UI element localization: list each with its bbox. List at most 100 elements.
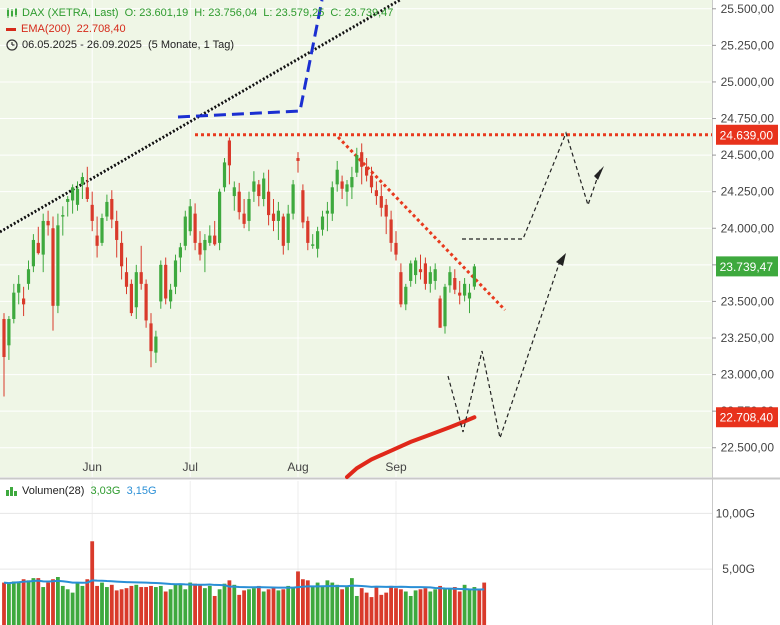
volume-bar <box>203 588 207 625</box>
candle-body <box>124 272 129 287</box>
candle-body <box>374 190 378 197</box>
volume-bar <box>335 584 340 625</box>
candle-body <box>51 228 55 306</box>
candle-body <box>12 292 16 319</box>
legend-close-label: C: <box>330 7 342 19</box>
volume-tick-label: 5,00G <box>722 562 755 576</box>
price-tick-label: 25.250,00 <box>721 38 775 52</box>
volume-bar <box>134 584 139 625</box>
price-tick-label: 24.000,00 <box>721 221 775 235</box>
volume-bar <box>7 583 11 625</box>
candle-body <box>345 184 349 192</box>
projection-bullish-path <box>462 131 601 240</box>
candle-body <box>311 244 315 246</box>
legend-open-label: O: <box>124 7 137 19</box>
volume-bar <box>227 580 232 625</box>
candle-body <box>394 242 398 255</box>
volume-bar <box>129 585 134 625</box>
volume-bar <box>310 585 315 625</box>
legend-close: 23.739,47 <box>344 7 394 19</box>
candle-body <box>22 298 26 305</box>
descending-trendline <box>336 135 507 312</box>
volume-bar <box>271 588 276 625</box>
volume-bar <box>301 579 305 625</box>
candle-body <box>276 210 280 221</box>
volume-bar <box>242 590 246 625</box>
volume-bar <box>207 585 212 625</box>
long-trendline-black <box>0 0 401 234</box>
candle-body <box>306 220 310 243</box>
volume-bar <box>139 587 144 625</box>
candle-body <box>149 323 153 352</box>
price-tick-label: 23.500,00 <box>721 294 775 308</box>
price-tick-label: 23.250,00 <box>721 331 775 345</box>
candle-body <box>203 239 207 251</box>
candle-body <box>384 204 388 217</box>
volume-bar <box>36 578 41 625</box>
price-tick-label: 24.750,00 <box>721 112 775 126</box>
blue-dashed-trendline <box>177 0 324 119</box>
volume-bar <box>60 585 65 625</box>
volume-bar <box>374 587 379 625</box>
volume-legend-label: Volumen(28) <box>22 485 85 497</box>
candle-body <box>36 242 40 254</box>
candle-body <box>414 260 418 276</box>
volume-bar <box>70 592 75 625</box>
candle-body <box>56 225 60 306</box>
volume-bar <box>144 587 148 625</box>
volume-bar <box>462 584 467 625</box>
date-tick-label: Sep <box>385 460 407 474</box>
volume-bar <box>261 591 266 625</box>
volume-bar <box>11 581 16 625</box>
volume-bar <box>345 587 349 625</box>
legend-ema-value: 22.708,40 <box>76 23 126 35</box>
candle-body <box>418 269 423 273</box>
candle-body <box>120 242 124 267</box>
legend-ema-row: EMA(200) 22.708,40 <box>6 21 393 37</box>
candle-body <box>75 188 80 205</box>
candle-body <box>330 187 334 214</box>
volume-bar <box>65 589 70 625</box>
candle-body <box>340 181 344 189</box>
volume-bar <box>379 594 384 625</box>
volume-bar <box>105 587 109 625</box>
volume-bar <box>16 581 21 625</box>
volume-bar <box>438 585 442 625</box>
candle-body <box>316 231 320 249</box>
candle-body <box>90 204 94 221</box>
candle-body <box>115 220 119 240</box>
candle-body <box>7 318 11 346</box>
candle-body <box>325 210 329 214</box>
volume-bar <box>75 582 80 625</box>
volume-bar <box>433 589 438 625</box>
candle-body <box>17 283 21 293</box>
candle-body <box>291 184 295 214</box>
candle-body <box>2 318 6 358</box>
legend-period: (5 Monate, 1 Tag) <box>148 39 235 51</box>
candle-body <box>183 216 187 246</box>
candle-body <box>198 242 202 255</box>
candle-body <box>296 158 300 161</box>
legend-low: 23.579,25 <box>275 7 325 19</box>
candle-body <box>237 191 241 213</box>
volume-legend-v1: 3,03G <box>90 485 121 497</box>
resistance-price-label-bg <box>716 124 778 145</box>
price-tick-label: 24.500,00 <box>721 148 775 162</box>
volume-bar <box>448 589 452 625</box>
candle-body <box>134 272 138 308</box>
candle-body <box>286 213 290 243</box>
candle-body <box>281 216 285 246</box>
volume-bar <box>85 579 90 625</box>
candle-body <box>252 181 256 192</box>
candle-body <box>173 260 178 287</box>
volume-bar <box>477 590 482 625</box>
volume-bar <box>340 589 344 625</box>
volume-bars-icon <box>6 487 17 496</box>
volume-bar <box>389 585 393 625</box>
volume-bar <box>452 587 457 625</box>
candle-body <box>164 264 168 299</box>
candlestick-icon <box>7 8 17 18</box>
volume-bar <box>457 591 462 625</box>
